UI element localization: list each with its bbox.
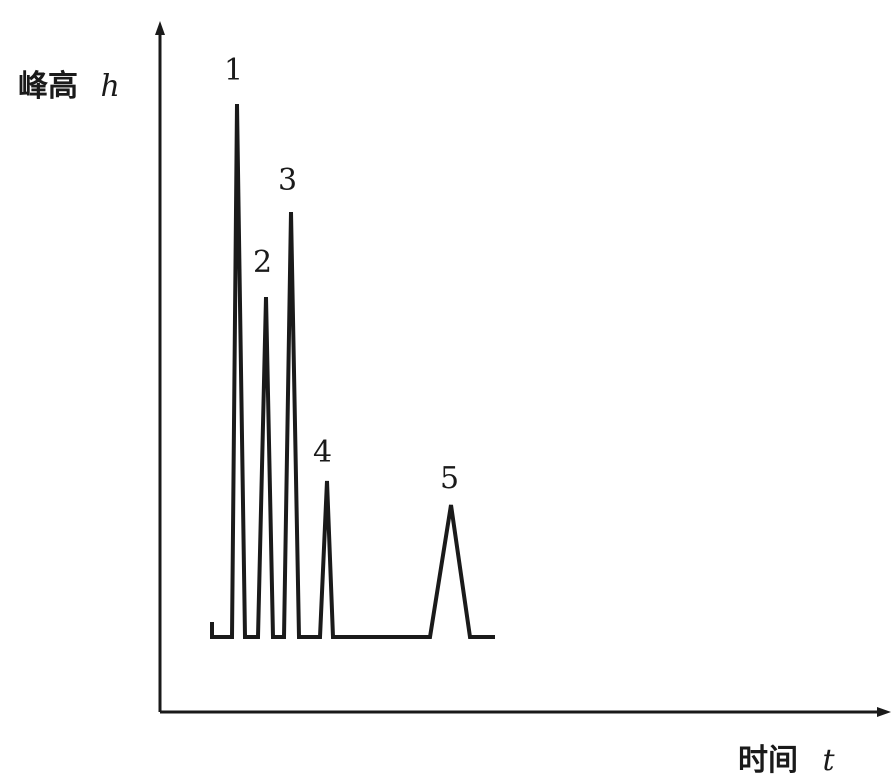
peak-label-3: 3 xyxy=(278,163,297,198)
x-axis-label: 时间 t xyxy=(738,743,835,778)
y-axis-label: 峰高 h xyxy=(18,69,120,104)
peak-label-1: 1 xyxy=(224,53,243,88)
peak-label-2: 2 xyxy=(253,245,272,280)
signal-trace xyxy=(212,104,495,637)
peak-label-5: 5 xyxy=(440,461,459,496)
peak-label-4: 4 xyxy=(313,435,332,470)
